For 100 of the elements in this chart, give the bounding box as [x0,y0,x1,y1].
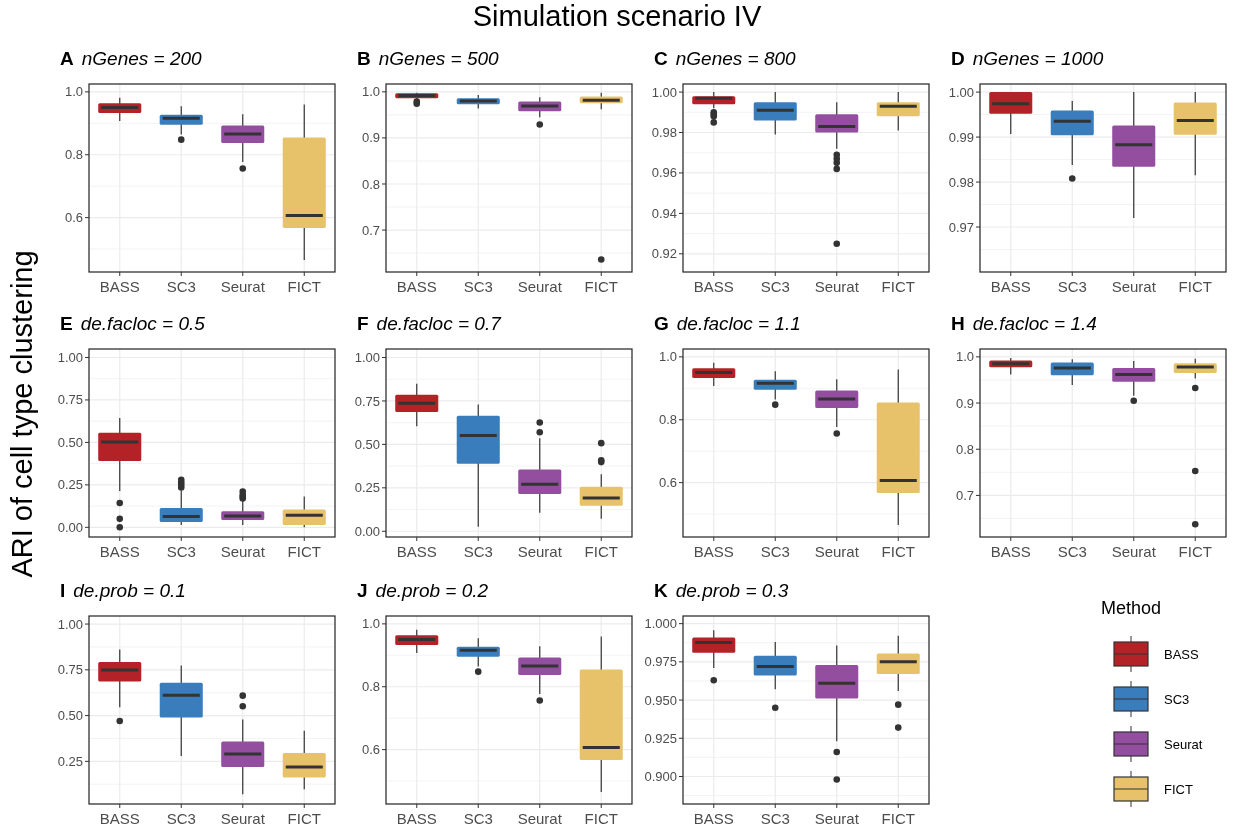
x-tick-label: FICT [881,543,915,560]
x-tick-label: Seurat [220,278,266,295]
text: H [951,313,965,334]
y-tick-label: 1.00 [57,616,83,632]
text: Simulation scenario IV [472,0,762,32]
y-tick-label: 0.92 [651,246,677,262]
text: I [60,580,66,601]
x-tick-label: Seurat [517,278,563,295]
chart-title: nGenes = 1000 [972,48,1104,69]
y-tick-label: 0.6 [361,742,380,758]
y-tick-label: 0.98 [948,174,974,190]
x-tick-label: Seurat [220,810,266,827]
x-tick-label: SC3 [760,810,790,827]
y-tick-label: 0.8 [361,679,380,695]
x-tick-label: BASS [396,810,437,827]
x-tick-label: SC3 [463,278,493,295]
chart-title: nGenes = 800 [675,48,797,69]
y-axis-title: ARI of cell type clustering [6,250,38,578]
x-tick-label: SC3 [166,543,196,560]
x-tick-label: Seurat [814,543,860,560]
chart-title: de.facloc = 1.4 [972,313,1097,334]
y-tick-label: 1.0 [955,349,974,365]
x-tick-label: BASS [396,278,437,295]
y-tick-label: 0.25 [57,753,83,769]
legend-title: Method [1101,598,1162,618]
x-tick-label: BASS [99,278,140,295]
y-tick-label: 1.00 [57,350,83,366]
x-tick-label: BASS [693,543,734,560]
x-tick-label: FICT [584,278,618,295]
y-tick-label: 0.9 [361,130,380,146]
y-tick-label: 1.0 [64,84,83,100]
x-tick-label: Seurat [1111,278,1157,295]
y-tick-label: 1.000 [644,616,677,632]
chart-title: de.prob = 0.3 [675,580,789,601]
text: K [654,580,668,601]
x-tick-label: BASS [396,543,437,560]
text: B [357,48,371,69]
chart-title: nGenes = 500 [378,48,500,69]
text: F [357,313,369,334]
x-tick-label: SC3 [760,543,790,560]
chart-title: de.facloc = 0.5 [80,313,206,334]
text: E [60,313,73,334]
y-tick-label: 0.75 [57,392,83,408]
legend-label: Seurat [1164,736,1203,752]
y-tick-label: 0.925 [644,730,677,746]
y-tick-label: 0.75 [57,662,83,678]
legend-label: SC3 [1164,691,1190,707]
y-tick-label: 0.25 [354,480,380,496]
y-tick-label: 1.0 [361,84,380,100]
y-tick-label: 0.96 [651,165,677,181]
y-tick-label: 0.75 [354,393,380,409]
x-tick-label: FICT [287,543,321,560]
x-tick-label: FICT [287,278,321,295]
text: A [60,48,74,69]
text: G [654,313,669,334]
y-tick-label: 0.7 [361,222,380,238]
x-tick-label: FICT [881,278,915,295]
y-tick-label: 0.50 [57,434,83,450]
y-tick-label: 0.99 [948,129,974,145]
x-tick-label: Seurat [517,543,563,560]
x-tick-label: FICT [584,810,618,827]
y-tick-label: 0.98 [651,125,677,141]
y-tick-label: 0.975 [644,654,677,670]
x-tick-label: SC3 [166,810,196,827]
y-tick-label: 1.0 [361,616,380,632]
x-tick-label: BASS [99,543,140,560]
x-tick-label: SC3 [1057,278,1087,295]
x-tick-label: Seurat [517,810,563,827]
y-tick-label: 0.8 [658,412,677,428]
x-tick-label: Seurat [220,543,266,560]
x-tick-label: FICT [1178,278,1212,295]
y-tick-label: 1.0 [658,349,677,365]
chart-title: de.prob = 0.1 [73,580,186,601]
y-tick-label: 0.50 [354,436,380,452]
x-tick-label: BASS [990,543,1031,560]
x-tick-label: Seurat [814,810,860,827]
y-tick-label: 0.9 [955,395,974,411]
x-tick-label: BASS [693,278,734,295]
y-tick-label: 0.8 [955,441,974,457]
x-tick-label: SC3 [1057,543,1087,560]
chart-title: de.facloc = 0.7 [376,313,503,334]
text: D [951,48,965,69]
text: J [357,580,368,601]
x-tick-label: BASS [693,810,734,827]
x-tick-label: FICT [584,543,618,560]
text: C [654,48,668,69]
y-tick-label: 0.8 [361,176,380,192]
y-tick-label: 0.8 [64,147,83,163]
y-tick-label: 0.97 [948,219,974,235]
chart-title: nGenes = 200 [81,48,203,69]
y-tick-label: 1.00 [354,350,380,366]
y-tick-label: 0.25 [57,477,83,493]
x-tick-label: FICT [1178,543,1212,560]
y-tick-label: 1.00 [948,84,974,100]
x-tick-label: FICT [881,810,915,827]
y-tick-label: 0.900 [644,769,677,785]
y-tick-label: 1.00 [651,84,677,100]
x-tick-label: SC3 [166,278,196,295]
x-tick-label: BASS [99,810,140,827]
y-tick-label: 0.94 [651,205,677,221]
